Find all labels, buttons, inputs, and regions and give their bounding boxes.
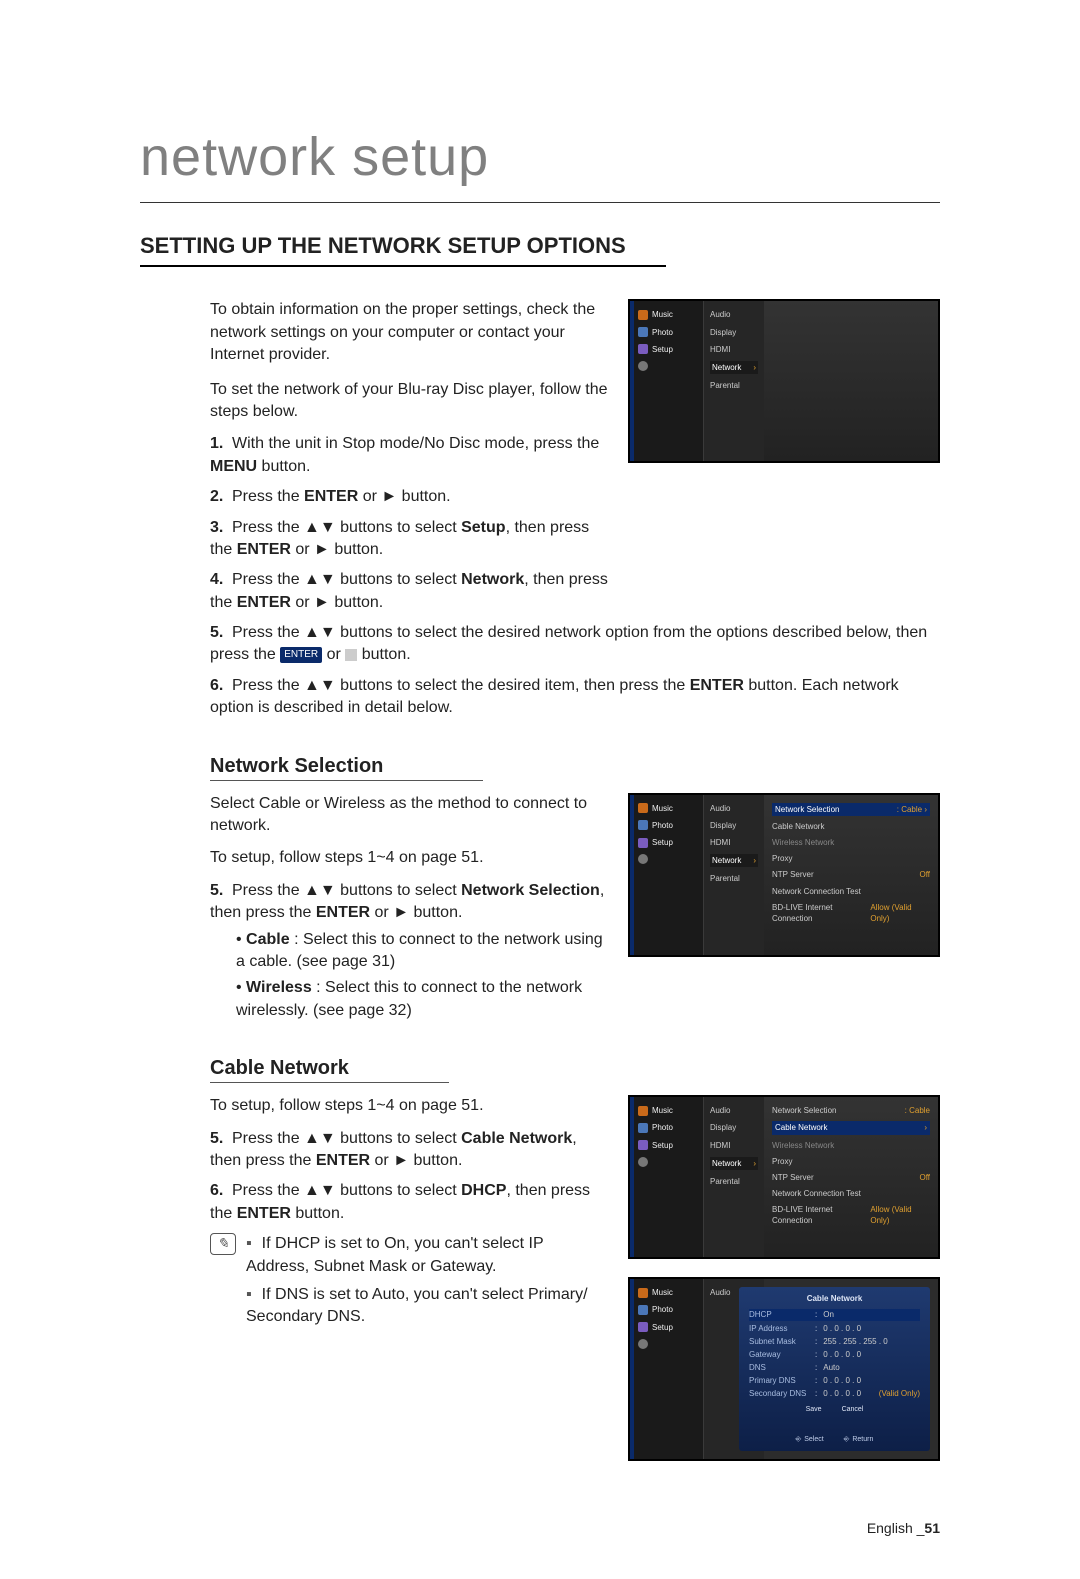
note-list: If DHCP is set to On, you can't select I… [246,1233,610,1335]
step-4: 4.Press the ▲▼ buttons to select Network… [210,569,610,614]
ns-bullet-cable: • Cable : Select this to connect to the … [236,929,610,974]
footer-lang: English [867,1520,913,1536]
disc-icon [638,854,648,864]
tv-screenshot-1: Music Photo Setup Audio Display HDMI Net… [628,299,940,463]
page-number: 51 [924,1520,940,1536]
cable-network-popup: Cable Network DHCP:On IP Address:0 . 0 .… [739,1287,930,1451]
section-title: SETTING UP THE NETWORK SETUP OPTIONS [140,231,666,268]
music-icon [638,803,648,813]
gear-icon [638,344,648,354]
music-icon [638,1106,648,1116]
photo-icon [638,1305,648,1315]
step-3: 3.Press the ▲▼ buttons to select Setup, … [210,517,610,562]
note-1: If DHCP is set to On, you can't select I… [246,1233,610,1278]
sub-intro: To set the network of your Blu-ray Disc … [210,379,610,424]
cable-network-title: Cable Network [210,1054,449,1083]
note-icon: ✎ [210,1233,236,1255]
ns-step-5: 5.Press the ▲▼ buttons to select Network… [210,880,610,1022]
photo-icon [638,820,648,830]
cn-setup-ref: To setup, follow steps 1~4 on page 51. [210,1095,610,1117]
gear-icon [638,1140,648,1150]
network-selection-title: Network Selection [210,752,483,781]
ns-setup-ref: To setup, follow steps 1~4 on page 51. [210,847,610,869]
ns-bullet-wireless: • Wireless : Select this to connect to t… [236,977,610,1022]
cn-step-5: 5.Press the ▲▼ buttons to select Cable N… [210,1128,610,1173]
photo-icon [638,327,648,337]
step-2: 2.Press the ENTER or ► button. [210,486,610,508]
step-1: 1.With the unit in Stop mode/No Disc mod… [210,433,610,478]
disc-icon [638,1339,648,1349]
tv-screenshot-3: Music Photo Setup Audio Display HDMI Net… [628,1095,940,1259]
disc-icon [638,361,648,371]
tv1-sidebar: Music Photo Setup [634,301,704,461]
intro-text: To obtain information on the proper sett… [210,299,610,366]
gear-icon [638,1322,648,1332]
tv1-panel [764,301,938,461]
step-5: 5.Press the ▲▼ buttons to select the des… [210,622,940,667]
gear-icon [638,838,648,848]
tv1-menu: Audio Display HDMI Network Parental [704,301,764,461]
main-steps-list: 1.With the unit in Stop mode/No Disc mod… [210,433,610,614]
enter-key-icon: ENTER [280,647,322,663]
step-6: 6.Press the ▲▼ buttons to select the des… [210,675,940,720]
tv-screenshot-4: Music Photo Setup Audio Cable Network DH… [628,1277,940,1461]
note-2: If DNS is set to Auto, you can't select … [246,1284,610,1329]
footer: English _51 [140,1519,940,1539]
page-title: network setup [140,120,940,203]
tv-screenshot-2: Music Photo Setup Audio Display HDMI Net… [628,793,940,957]
photo-icon [638,1123,648,1133]
music-icon [638,1288,648,1298]
main-steps-continued: 5.Press the ▲▼ buttons to select the des… [210,622,940,720]
disc-icon [638,1157,648,1167]
cn-step-6: 6.Press the ▲▼ buttons to select DHCP, t… [210,1180,610,1225]
right-button-icon [345,649,357,661]
music-icon [638,310,648,320]
ns-intro: Select Cable or Wireless as the method t… [210,793,610,838]
